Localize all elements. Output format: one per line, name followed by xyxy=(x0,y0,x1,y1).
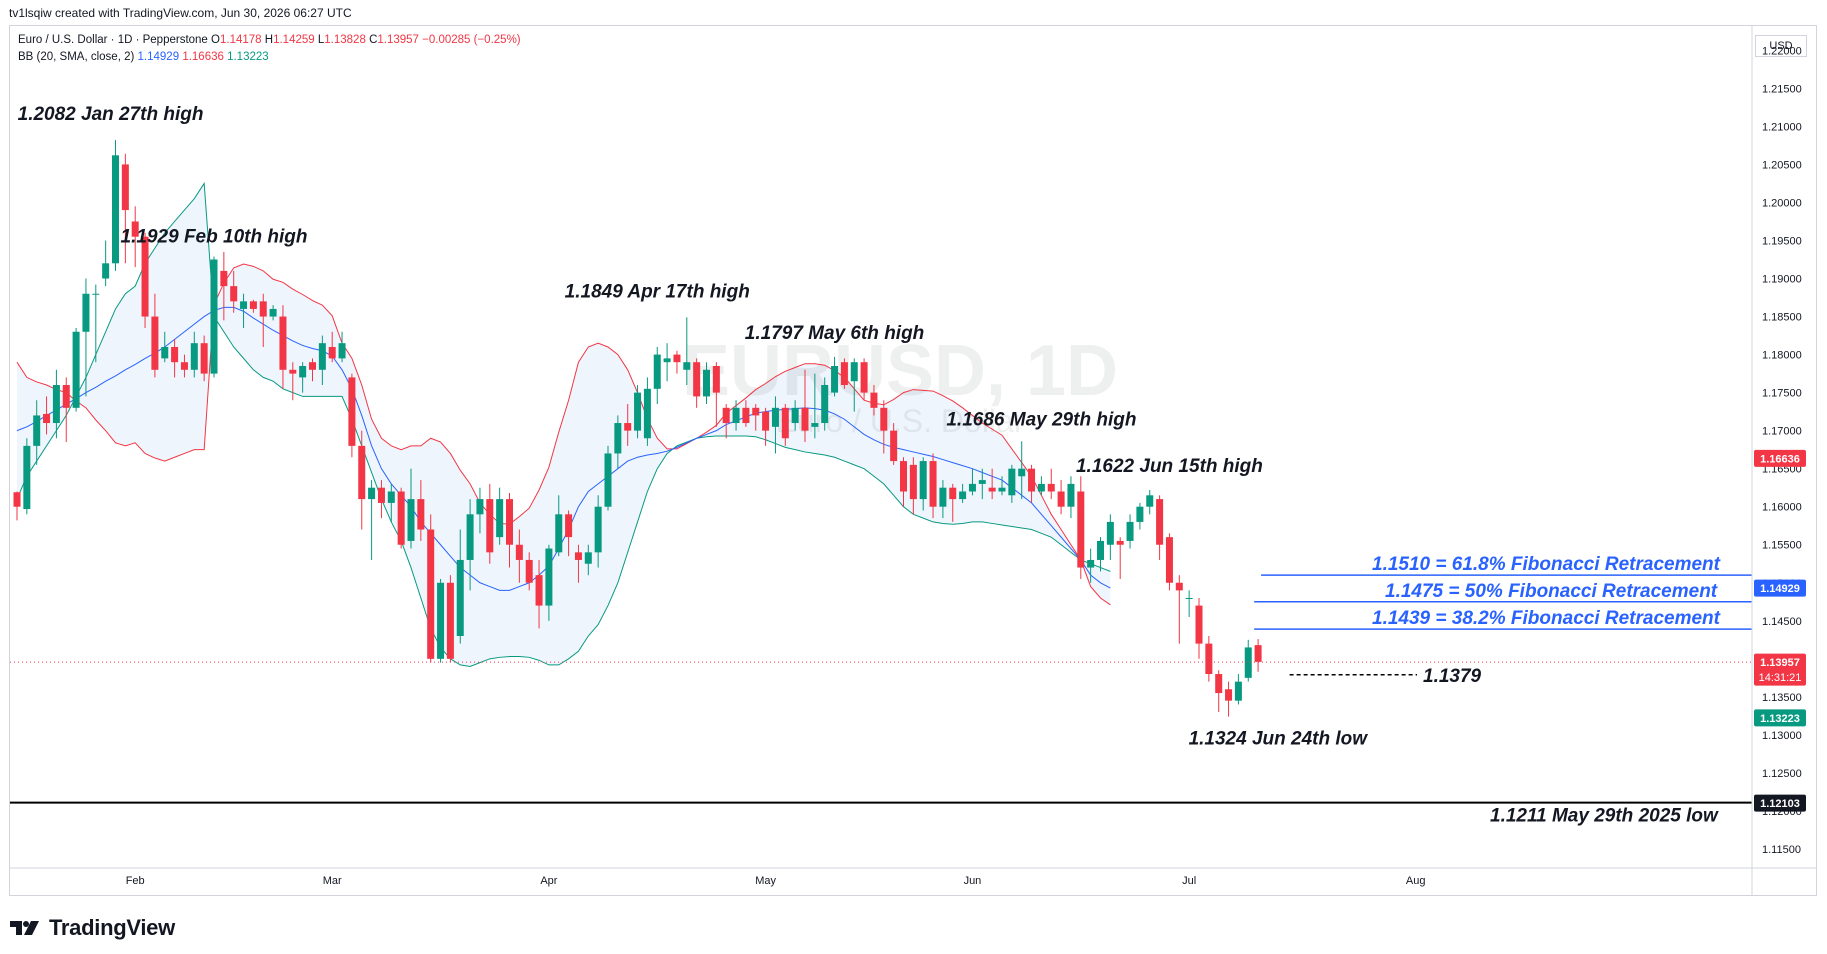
bb-basis-value: 1.14929 xyxy=(137,51,180,63)
ohlc-h-label: H xyxy=(264,34,274,46)
symbol-name[interactable]: Euro / U.S. Dollar · 1D · Pepperstone xyxy=(18,34,208,46)
bb-lower-value: 1.13223 xyxy=(227,51,269,63)
bb-upper-value: 1.16636 xyxy=(182,51,224,63)
bb-legend: BB (20, SMA, close, 2) 1.14929 1.16636 1… xyxy=(18,51,269,63)
footer-brand[interactable]: TradingView xyxy=(9,915,175,941)
created-by-text: tv1lsqiw created with TradingView.com, J… xyxy=(9,6,352,20)
price-change: −0.00285 (−0.25%) xyxy=(422,34,521,46)
ohlc-o-label: O xyxy=(211,34,220,46)
tradingview-logo-icon xyxy=(10,921,39,935)
ohlc-c-value: 1.13957 xyxy=(377,34,419,46)
symbol-legend: Euro / U.S. Dollar · 1D · Pepperstone O1… xyxy=(18,34,521,46)
bb-indicator-name[interactable]: BB (20, SMA, close, 2) xyxy=(18,51,135,63)
currency-button[interactable]: USD xyxy=(1755,35,1807,57)
ohlc-l-value: 1.13828 xyxy=(324,34,366,46)
ohlc-c-label: C xyxy=(369,34,378,46)
ohlc-l-label: L xyxy=(317,34,325,46)
ohlc-h-value: 1.14259 xyxy=(273,34,315,46)
ohlc-o-value: 1.14178 xyxy=(220,34,262,46)
chart-frame xyxy=(9,25,1817,896)
footer-brand-text: TradingView xyxy=(49,915,175,940)
